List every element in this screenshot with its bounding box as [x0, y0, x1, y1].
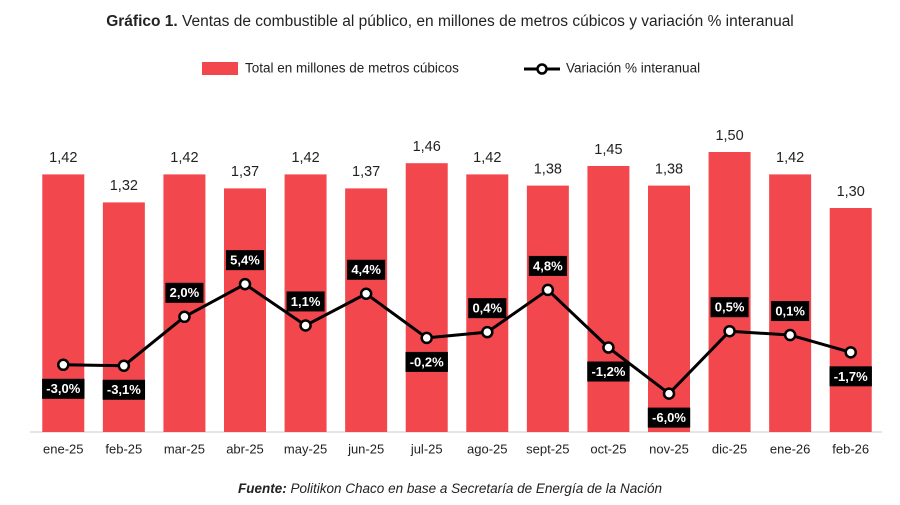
- line-value-label: -6,0%: [652, 410, 686, 425]
- x-tick-label: jun-25: [347, 441, 384, 456]
- value-label-box: [165, 282, 204, 303]
- line-marker: [662, 387, 676, 400]
- x-tick-label: may-25: [284, 441, 327, 456]
- line-marker: [481, 325, 494, 339]
- line-marker: [299, 319, 312, 332]
- line-marker: [783, 328, 797, 342]
- chart-title: Gráfico 1. Ventas de combustible al públ…: [106, 13, 794, 30]
- x-tick-label: mar-25: [164, 441, 205, 456]
- value-label-box: [771, 301, 810, 322]
- bar-value-label: 1,45: [594, 142, 622, 158]
- bar-value-label: 1,46: [413, 139, 441, 155]
- x-tick-label: sept-25: [526, 441, 569, 456]
- bar-value-label: 1,30: [837, 184, 865, 200]
- line-marker: [723, 324, 736, 338]
- value-label-box: [528, 255, 567, 276]
- value-label-box: [587, 361, 630, 382]
- line-marker: [602, 341, 615, 354]
- bar-value-label: 1,42: [291, 150, 319, 166]
- value-label-box: [225, 250, 265, 271]
- source-label: Fuente:: [238, 481, 287, 496]
- line-value-label: 4,4%: [351, 262, 381, 277]
- bar: [163, 174, 206, 432]
- bar-value-label: 1,38: [534, 161, 562, 177]
- line-marker: [844, 346, 857, 359]
- bar-value-label: 1,32: [110, 178, 138, 194]
- bar-value-label: 1,42: [776, 150, 804, 166]
- source-note: Fuente: Politikon Chaco en base a Secret…: [238, 481, 662, 496]
- line-marker: [420, 331, 433, 345]
- bar: [708, 152, 751, 432]
- x-tick-label: ene-25: [43, 441, 83, 456]
- x-tick-label: ago-25: [467, 441, 507, 456]
- line-value-label: 5,4%: [230, 253, 260, 268]
- title-prefix: Gráfico 1.: [106, 13, 178, 30]
- line-marker: [178, 310, 191, 324]
- line-value-label: -1,7%: [834, 369, 868, 384]
- line-value-label: 4,8%: [533, 258, 563, 273]
- x-tick-label: dic-25: [712, 441, 747, 456]
- bar-value-label: 1,37: [352, 164, 380, 180]
- legend-label: Variación % interanual: [566, 61, 700, 76]
- value-label-box: [102, 379, 146, 400]
- line-marker: [117, 359, 131, 373]
- value-label-box: [347, 259, 386, 280]
- x-tick-label: jul-25: [410, 441, 443, 456]
- x-tick-label: feb-26: [832, 441, 869, 456]
- value-label-box: [829, 366, 872, 387]
- line-marker: [238, 277, 252, 291]
- line: [63, 282, 852, 396]
- bar: [224, 188, 266, 432]
- bar: [405, 163, 448, 432]
- bar: [587, 166, 630, 432]
- bar: [345, 188, 388, 432]
- x-tick-label: feb-25: [105, 441, 142, 456]
- line-value-label: 1,1%: [291, 294, 321, 309]
- value-label-box: [405, 351, 448, 372]
- line-value-label: 0,1%: [775, 303, 805, 318]
- x-tick-label: oct-25: [590, 441, 626, 456]
- x-tick-label: nov-25: [649, 441, 689, 456]
- line-value-label: 0,4%: [472, 301, 502, 316]
- value-label-box: [647, 407, 691, 428]
- legend-marker: [536, 63, 548, 75]
- bar-value-label: 1,42: [473, 150, 501, 166]
- value-label-box: [42, 378, 85, 399]
- line-value-label: -0,2%: [410, 354, 444, 369]
- line-value-label: -3,0%: [46, 381, 80, 396]
- line-value-label: -3,1%: [107, 382, 141, 397]
- bar-value-label: 1,50: [715, 128, 743, 144]
- source-text: Politikon Chaco en base a Secretaría de …: [291, 481, 662, 496]
- value-label-box: [468, 298, 507, 319]
- bar: [829, 208, 872, 432]
- legend-label: Total en millones de metros cúbicos: [245, 61, 459, 76]
- title-text: Ventas de combustible al público, en mil…: [182, 13, 794, 30]
- line-marker: [359, 287, 373, 301]
- line-value-label: 0,5%: [715, 300, 745, 315]
- x-tick-label: abr-25: [226, 441, 264, 456]
- line-value-label: -1,2%: [591, 364, 625, 379]
- bar-value-label: 1,42: [170, 150, 198, 166]
- bar: [526, 185, 569, 432]
- line-marker: [57, 358, 70, 372]
- line-marker: [541, 283, 555, 297]
- bar-value-label: 1,42: [49, 150, 77, 166]
- bar-value-label: 1,37: [231, 164, 259, 180]
- line-value-label: 2,0%: [170, 285, 200, 300]
- x-tick-label: ene-26: [770, 441, 810, 456]
- bar-value-label: 1,38: [655, 161, 683, 177]
- value-label-box: [710, 297, 749, 318]
- value-label-box: [286, 291, 325, 312]
- legend-swatch-bar: [202, 62, 238, 75]
